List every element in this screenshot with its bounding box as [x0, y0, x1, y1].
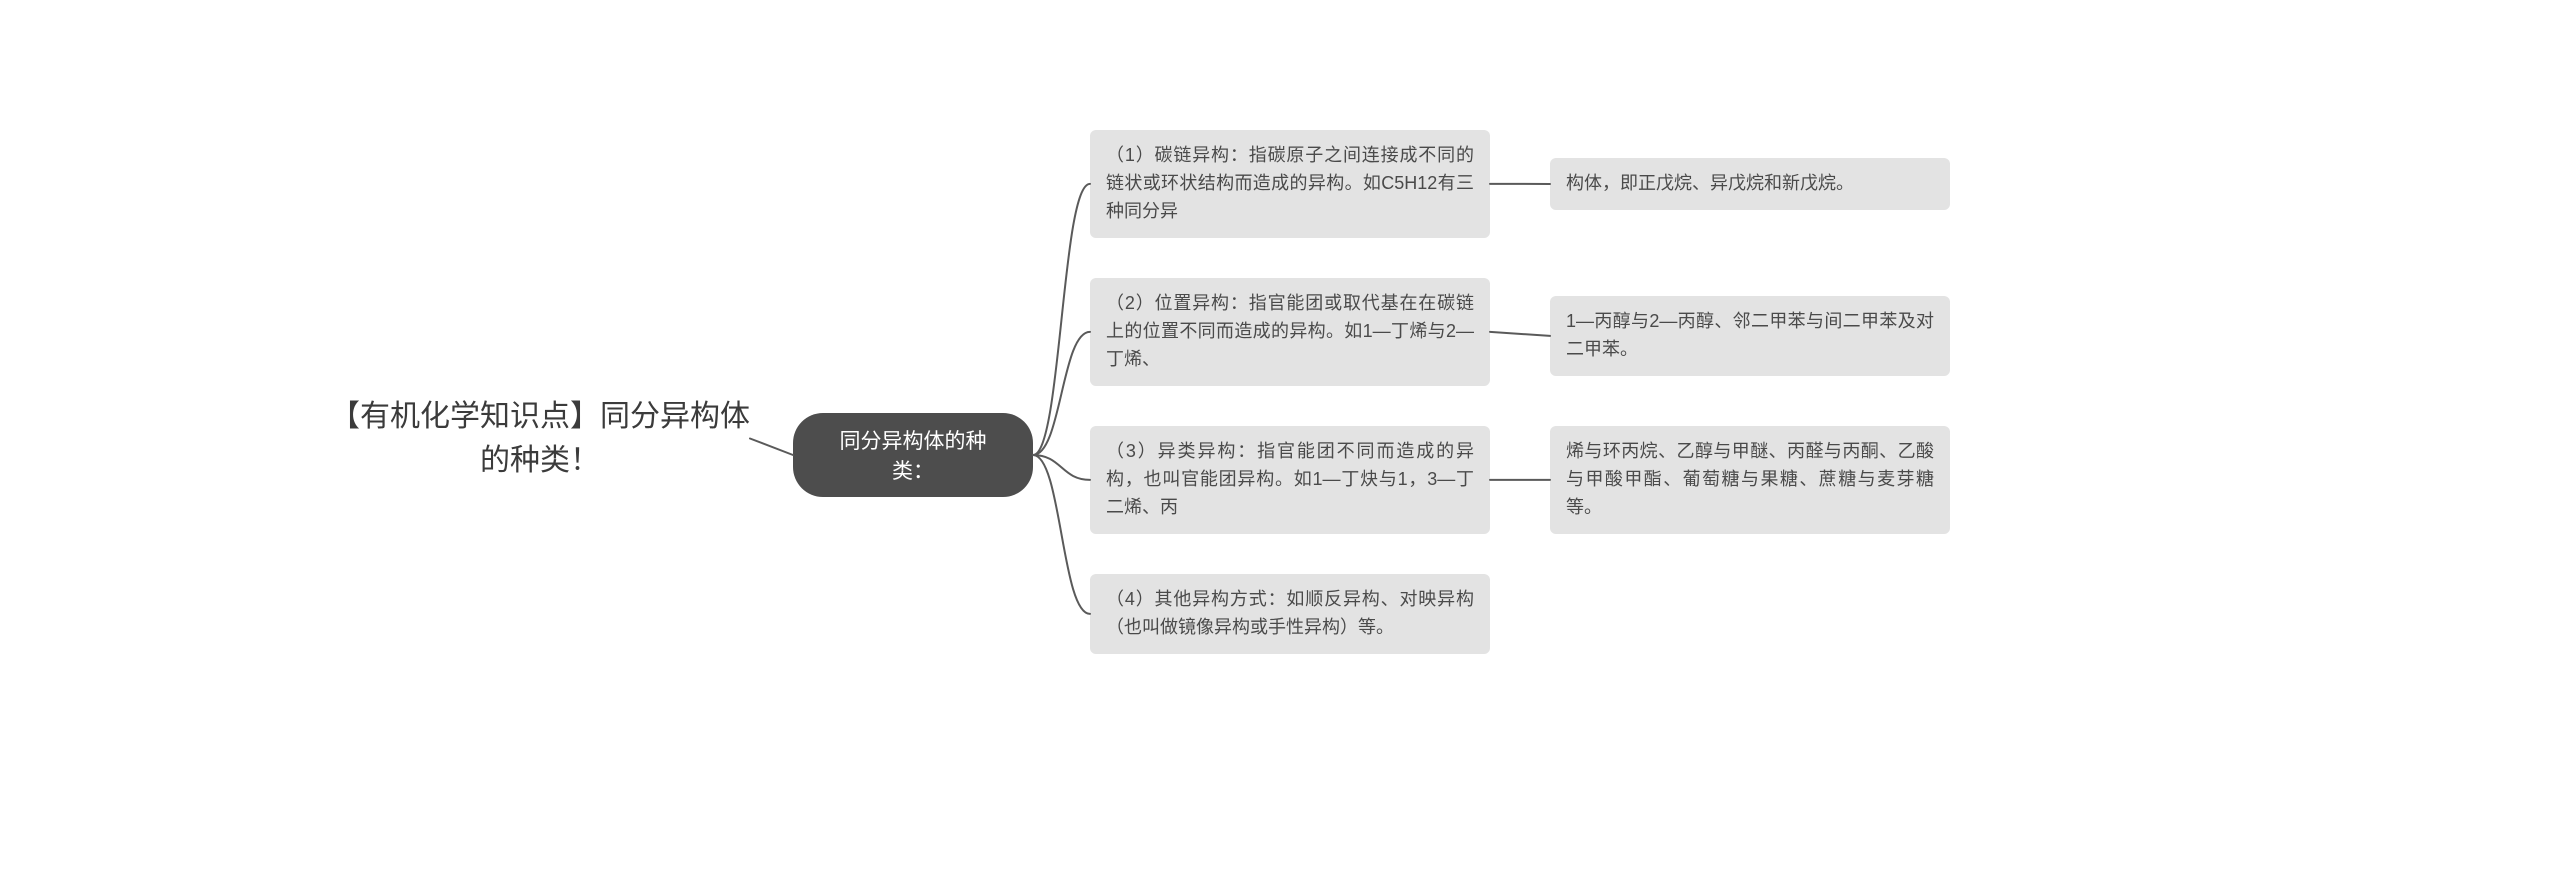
mindmap-item-1-leaf: 构体，即正戊烷、异戊烷和新戊烷。	[1550, 158, 1950, 210]
mindmap-hub-node: 同分异构体的种类：	[793, 413, 1033, 497]
mindmap-item-3-leaf: 烯与环丙烷、乙醇与甲醚、丙醛与丙酮、乙酸与甲酸甲酯、葡萄糖与果糖、蔗糖与麦芽糖等…	[1550, 426, 1950, 534]
mindmap-root-title: 【有机化学知识点】同分异构体的种类！	[330, 395, 750, 482]
mindmap-item-2-leaf: 1—丙醇与2—丙醇、邻二甲苯与间二甲苯及对二甲苯。	[1550, 296, 1950, 376]
mindmap-item-2: （2）位置异构：指官能团或取代基在在碳链上的位置不同而造成的异构。如1—丁烯与2…	[1090, 278, 1490, 386]
mindmap-item-3: （3）异类异构：指官能团不同而造成的异构，也叫官能团异构。如1—丁炔与1，3—丁…	[1090, 426, 1490, 534]
mindmap-item-4: （4）其他异构方式：如顺反异构、对映异构（也叫做镜像异构或手性异构）等。	[1090, 574, 1490, 654]
mindmap-item-1: （1）碳链异构：指碳原子之间连接成不同的链状或环状结构而造成的异构。如C5H12…	[1090, 130, 1490, 238]
